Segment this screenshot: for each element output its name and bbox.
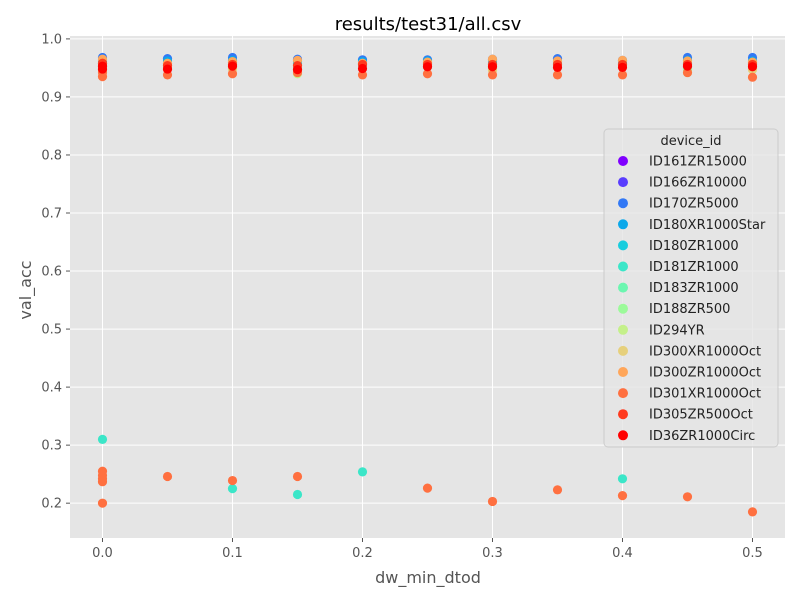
legend-label: ID166ZR10000 — [649, 176, 747, 191]
data-points — [97, 52, 758, 517]
data-point — [97, 64, 108, 74]
y-tick-label: 0.6 — [41, 265, 62, 280]
legend-marker — [618, 282, 628, 293]
data-point — [682, 492, 693, 502]
data-point — [292, 489, 303, 500]
data-point — [552, 485, 563, 495]
legend-label: ID294YR — [649, 323, 705, 338]
legend-marker — [618, 198, 628, 209]
x-axis-label: dw_min_dtod — [375, 568, 481, 588]
data-point — [617, 62, 628, 72]
legend-label: ID170ZR5000 — [649, 197, 739, 212]
data-point — [162, 471, 173, 482]
legend-marker — [618, 430, 628, 441]
y-axis-label: val_acc — [16, 260, 36, 319]
legend-label: ID300XR1000Oct — [649, 344, 761, 359]
legend-label: ID300ZR1000Oct — [649, 366, 761, 381]
legend-label: ID180ZR1000 — [649, 239, 739, 254]
data-point — [357, 63, 368, 74]
y-tick-label: 0.8 — [41, 148, 62, 163]
data-point — [292, 471, 303, 482]
legend-box — [603, 128, 779, 448]
data-point — [422, 69, 433, 79]
y-tick-label: 0.9 — [41, 90, 62, 105]
data-point — [682, 67, 693, 78]
legend-title: device_id — [660, 134, 721, 149]
chart-title: results/test31/all.csv — [335, 14, 522, 35]
legend-marker — [618, 303, 628, 314]
data-point — [227, 69, 238, 79]
legend-label: ID301XR1000Oct — [649, 387, 761, 402]
legend-label: ID180XR1000Star — [649, 218, 766, 233]
legend-marker — [618, 219, 628, 230]
legend-marker — [618, 156, 628, 166]
legend-marker — [618, 367, 628, 377]
data-point — [747, 72, 758, 82]
legend-label: ID188ZR500 — [649, 302, 730, 317]
data-point — [682, 61, 693, 71]
data-point — [487, 62, 498, 72]
data-point — [747, 62, 758, 72]
y-tick-label: 0.7 — [41, 207, 62, 222]
legend-label: ID305ZR500Oct — [649, 408, 753, 423]
data-point — [357, 467, 368, 477]
data-point — [617, 474, 628, 484]
data-point — [422, 483, 433, 493]
legend-marker — [618, 345, 628, 356]
legend-marker — [618, 240, 628, 251]
y-tick-label: 1.0 — [41, 32, 62, 47]
data-point — [487, 70, 498, 80]
data-point — [617, 491, 628, 501]
data-point — [357, 70, 368, 80]
data-point — [162, 64, 173, 74]
x-tick-label: 0.5 — [742, 546, 763, 561]
legend-marker — [618, 177, 628, 188]
data-point — [747, 507, 758, 517]
legend-label: ID181ZR1000 — [649, 260, 739, 275]
y-tick-label: 0.2 — [41, 497, 62, 512]
data-point — [227, 475, 238, 486]
data-point — [227, 484, 238, 494]
y-tick-label: 0.3 — [41, 439, 62, 454]
x-tick-label: 0.3 — [482, 546, 503, 561]
y-tick-label: 0.5 — [41, 323, 62, 338]
legend-marker — [618, 261, 628, 272]
data-point — [487, 496, 498, 507]
data-point — [97, 498, 108, 508]
axis-ticks: 0.0 0.1 0.2 0.3 0.4 0.5 0.2 0.3 0.4 0.5 0.6 0.7 0.8 0… — [41, 32, 763, 561]
x-tick-label: 0.2 — [352, 546, 373, 561]
legend-items: ID161ZR15000 ID166ZR10000 ID170ZR5000 ID180… — [618, 155, 766, 444]
legend-label: ID36ZR1000Circ — [649, 429, 755, 444]
x-tick-label: 0.4 — [612, 546, 633, 561]
x-tick-label: 0.0 — [92, 546, 113, 561]
legend: device_id ID161ZR15000 ID166ZR10000 ID170Z… — [603, 128, 779, 448]
legend-marker — [618, 324, 628, 335]
legend-label: ID161ZR15000 — [649, 155, 747, 170]
legend-label: ID183ZR1000 — [649, 281, 739, 296]
data-point — [292, 65, 303, 75]
data-point — [552, 70, 563, 80]
data-point — [552, 62, 563, 72]
data-point — [422, 62, 433, 72]
data-point — [97, 466, 108, 476]
data-point — [617, 70, 628, 80]
y-tick-label: 0.4 — [41, 381, 62, 396]
data-point — [227, 61, 238, 71]
x-tick-label: 0.1 — [222, 546, 243, 561]
legend-marker — [618, 409, 628, 420]
data-point — [97, 434, 108, 444]
legend-marker — [618, 388, 628, 399]
